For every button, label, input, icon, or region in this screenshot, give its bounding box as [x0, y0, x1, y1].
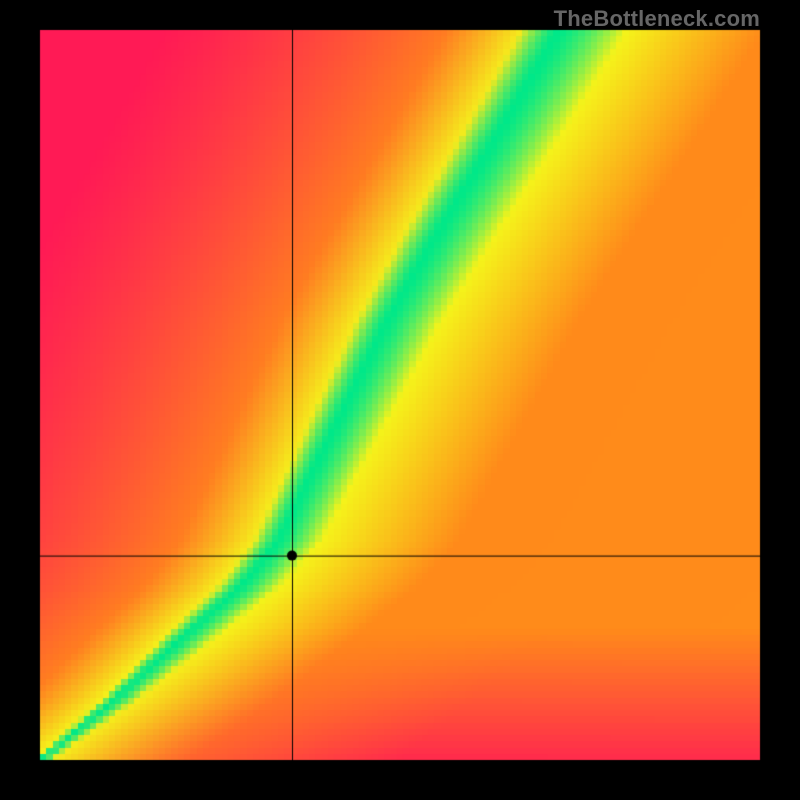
bottleneck-heatmap	[0, 0, 800, 800]
watermark-text: TheBottleneck.com	[554, 6, 760, 32]
chart-frame: TheBottleneck.com	[0, 0, 800, 800]
